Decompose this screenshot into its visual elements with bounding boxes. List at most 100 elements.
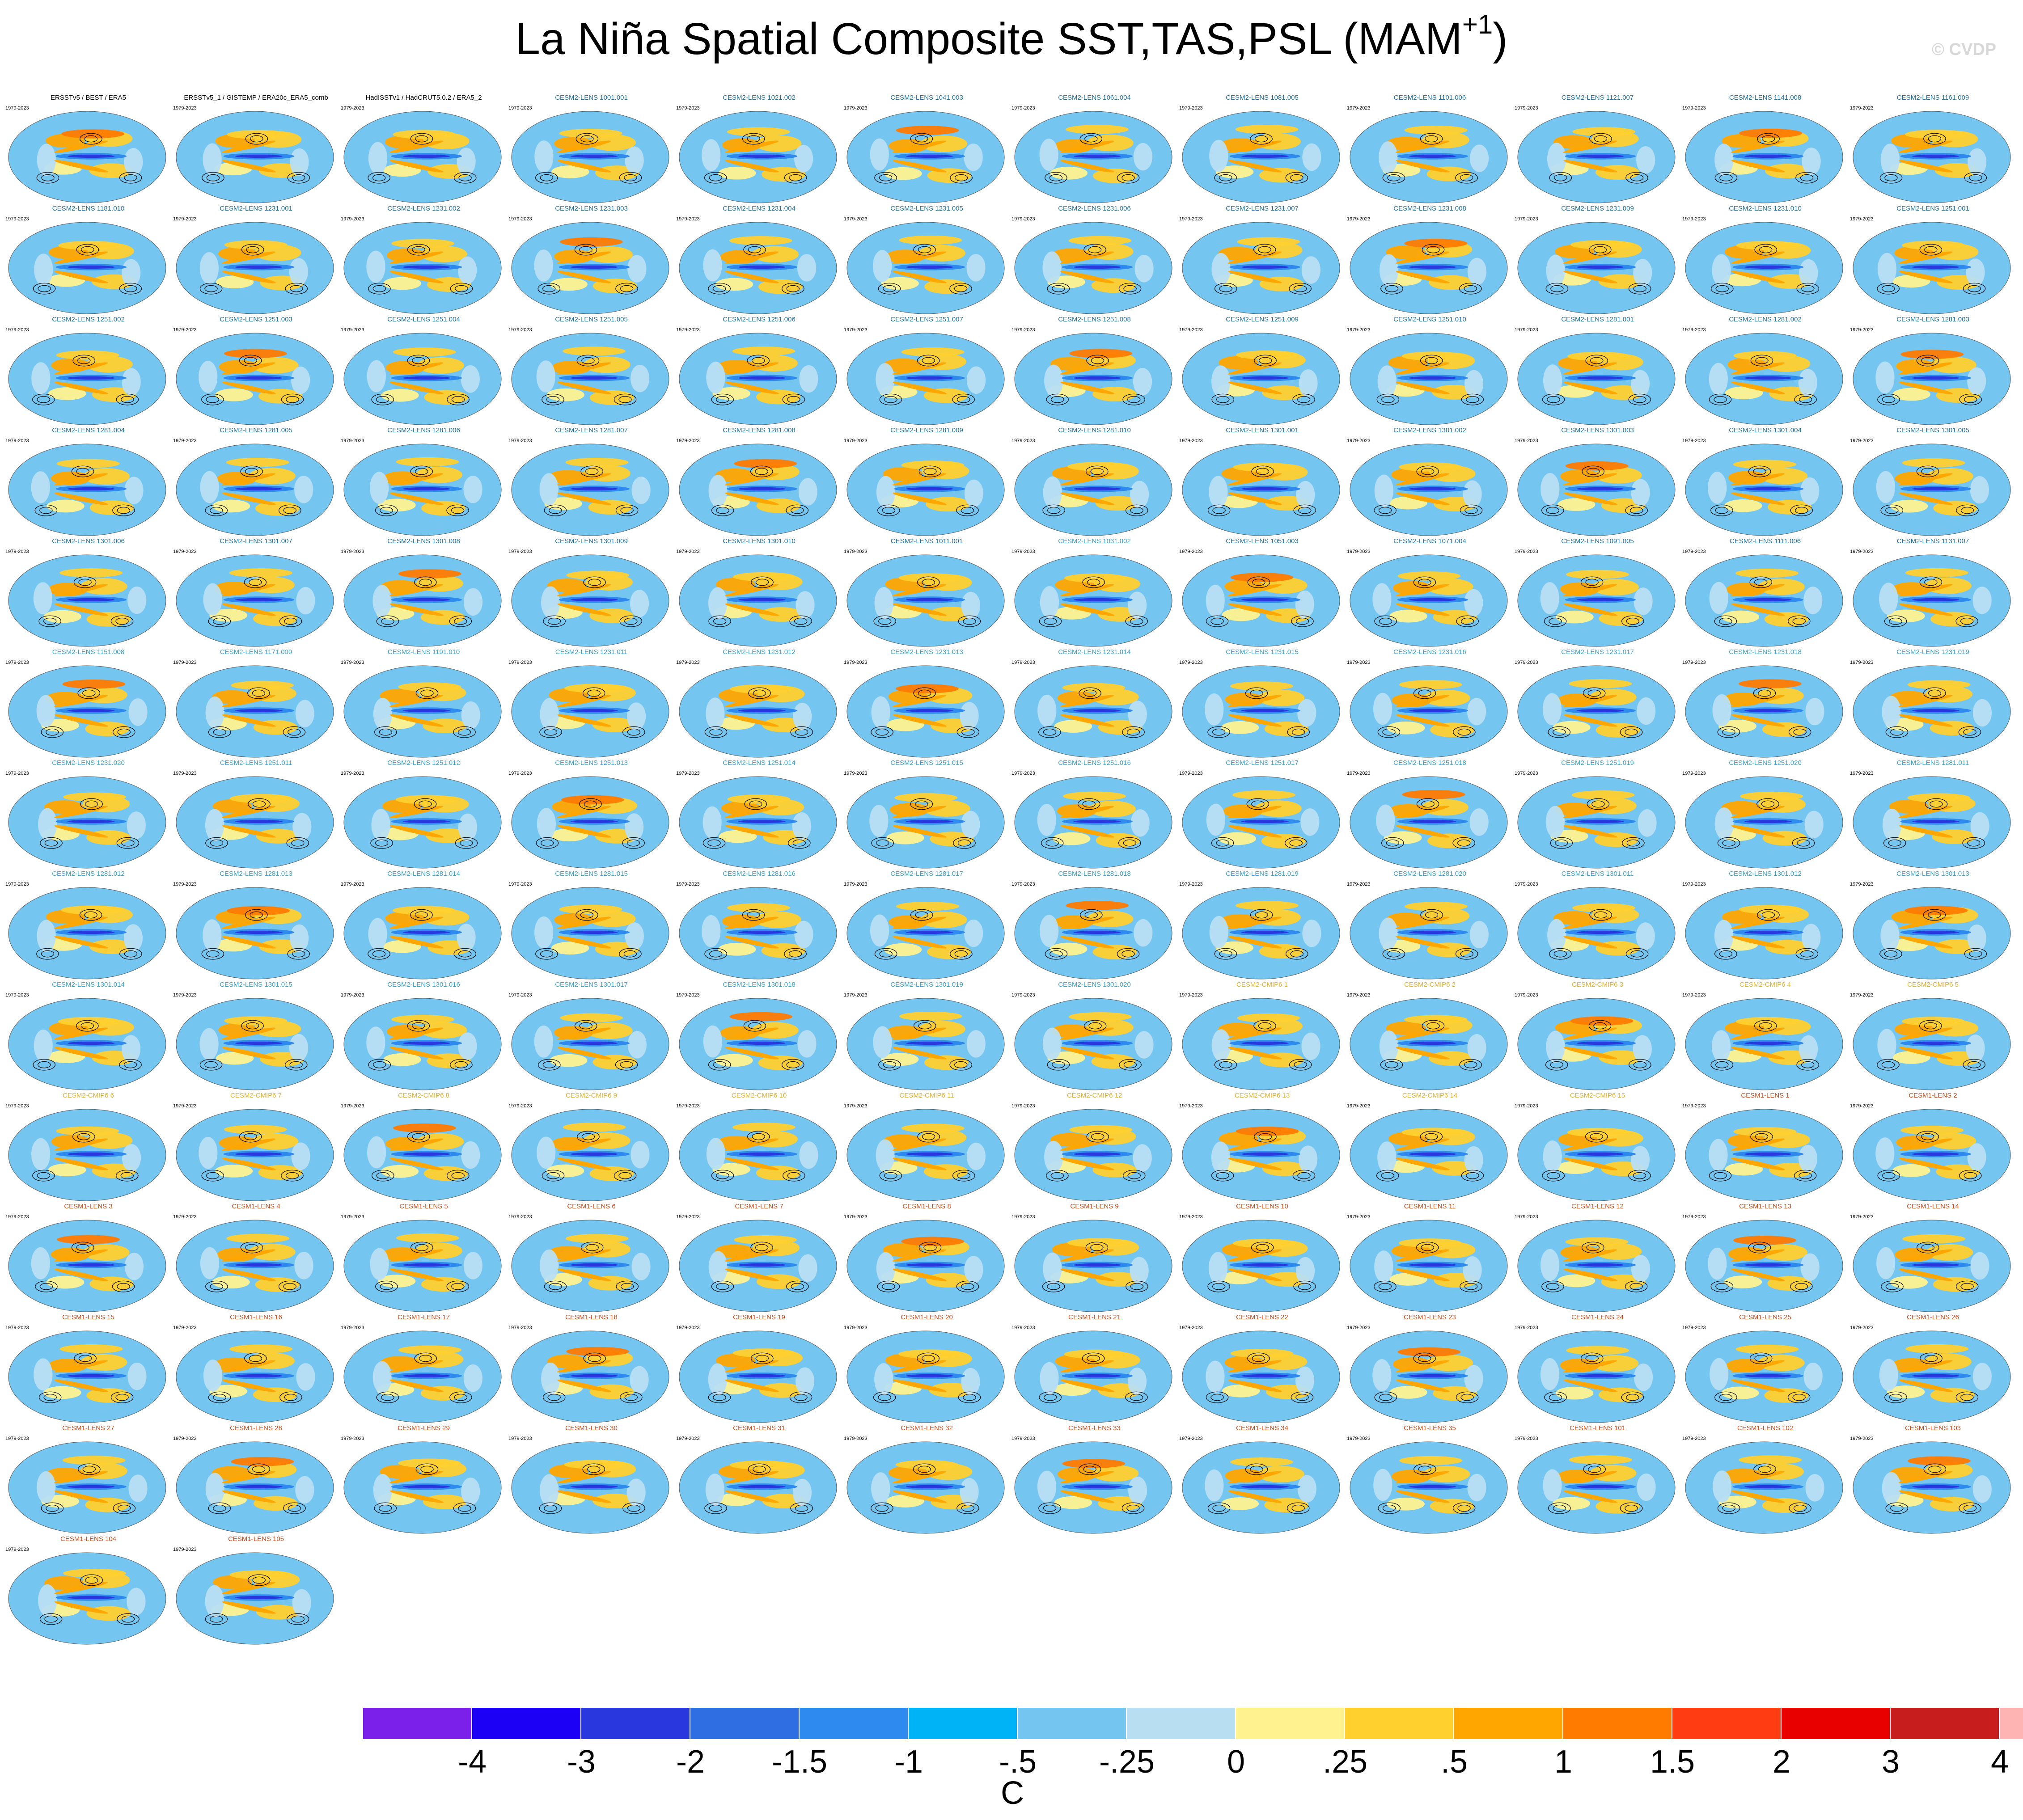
panel-title: CESM2-LENS 1301.018 [723,981,796,988]
panel-year-range: 1979-2023 [5,438,29,443]
map-panel: CESM2-LENS 1251.016 1979-2023 [1011,759,1178,871]
panel-map [679,887,837,980]
panel-year-range: 1979-2023 [173,549,197,554]
map-panel: CESM2-LENS 1281.008 1979-2023 [675,426,843,538]
panel-title: CESM2-LENS 1251.018 [1393,759,1466,767]
panel-title: CESM2-LENS 1231.005 [890,205,963,212]
panel-map [846,998,1005,1090]
map-panel: CESM2-LENS 1281.004 1979-2023 [4,426,172,538]
map-panel: CESM2-LENS 1301.018 1979-2023 [675,981,843,1093]
map-panel: CESM2-CMIP6 5 1979-2023 [1849,981,2017,1093]
panel-map [846,1109,1005,1201]
panel-map [1182,998,1340,1090]
map-panel: CESM2-LENS 1181.010 1979-2023 [4,205,172,317]
panel-year-range: 1979-2023 [173,1547,197,1552]
panel-map [846,665,1005,758]
panel-map [176,998,334,1090]
panel-year-range: 1979-2023 [173,1325,197,1330]
panel-year-range: 1979-2023 [5,992,29,998]
panel-year-range: 1979-2023 [341,438,364,443]
map-panel: CESM1-LENS 2 1979-2023 [1849,1092,2017,1203]
panel-year-range: 1979-2023 [341,660,364,665]
panel-title: CESM1-LENS 14 [1907,1203,1959,1210]
map-panel: CESM2-LENS 1061.004 1979-2023 [1011,94,1178,206]
panel-year-range: 1979-2023 [173,106,197,111]
panel-title: CESM2-LENS 1251.016 [1058,759,1131,767]
map-panel: CESM2-LENS 1301.019 1979-2023 [843,981,1011,1093]
map-panel: CESM2-LENS 1301.010 1979-2023 [675,537,843,649]
panel-year-range: 1979-2023 [1850,1103,1874,1109]
map-panel: CESM2-LENS 1281.014 1979-2023 [340,870,508,982]
panel-map [176,1220,334,1312]
colorbar-tick-label: 2 [1772,1744,1791,1780]
panel-title: CESM1-LENS 32 [901,1424,953,1432]
map-panel: CESM2-LENS 1251.005 1979-2023 [508,316,675,427]
panel-map [343,665,502,758]
panel-year-range: 1979-2023 [508,1325,532,1330]
panel-map [1853,1109,2011,1201]
panel-year-range: 1979-2023 [1515,882,1538,887]
panel-year-range: 1979-2023 [508,660,532,665]
panel-map [1853,776,2011,869]
map-panel: CESM1-LENS 7 1979-2023 [675,1203,843,1314]
map-panel: CESM1-LENS 34 1979-2023 [1178,1424,1346,1536]
panel-map [343,887,502,980]
panel-title: CESM2-LENS 1231.014 [1058,648,1131,656]
panel-map [8,1330,166,1423]
panel-title: CESM2-LENS 1301.015 [220,981,292,988]
panel-year-range: 1979-2023 [1347,1325,1371,1330]
panel-title: CESM2-LENS 1281.017 [890,870,963,878]
panel-map [1517,1330,1676,1423]
panel-title: CESM1-LENS 6 [567,1203,616,1210]
panel-map [1517,776,1676,869]
panel-year-range: 1979-2023 [1682,327,1706,333]
panel-map [1182,665,1340,758]
panel-map [1350,887,1508,980]
panel-title: CESM2-LENS 1301.020 [1058,981,1131,988]
panel-title: CESM2-LENS 1251.012 [387,759,460,767]
panel-map [8,998,166,1090]
panel-map [1685,554,1843,647]
panel-year-range: 1979-2023 [844,771,868,776]
panel-map [1853,333,2011,425]
panel-year-range: 1979-2023 [5,327,29,333]
panel-title: ERSSTv5 / BEST / ERA5 [51,94,126,101]
map-panel: CESM1-LENS 15 1979-2023 [4,1313,172,1425]
panel-year-range: 1979-2023 [844,660,868,665]
panel-map [1853,554,2011,647]
map-panel: CESM2-LENS 1251.015 1979-2023 [843,759,1011,871]
map-panel: CESM1-LENS 29 1979-2023 [340,1424,508,1536]
panel-map [1182,554,1340,647]
panel-title: CESM2-LENS 1171.009 [220,648,292,656]
map-panel: CESM2-CMIP6 3 1979-2023 [1514,981,1681,1093]
panel-title: CESM1-LENS 13 [1739,1203,1791,1210]
panel-map [511,1441,669,1534]
map-panel: CESM2-LENS 1251.006 1979-2023 [675,316,843,427]
panel-map [1014,333,1172,425]
panel-year-range: 1979-2023 [1179,1436,1203,1441]
panel-title: CESM2-LENS 1251.001 [1896,205,1969,212]
map-panel: CESM2-LENS 1041.003 1979-2023 [843,94,1011,206]
panel-map [1517,665,1676,758]
colorbar-box [472,1708,581,1739]
panel-year-range: 1979-2023 [1515,549,1538,554]
map-panel: CESM2-CMIP6 1 1979-2023 [1178,981,1346,1093]
map-panel: CESM2-LENS 1301.008 1979-2023 [340,537,508,649]
panel-title: CESM2-CMIP6 9 [565,1092,618,1099]
panel-title: CESM2-LENS 1251.004 [387,316,460,323]
colorbar-tick-label: 3 [1881,1744,1900,1780]
panel-title: CESM2-LENS 1301.010 [723,537,796,545]
panel-year-range: 1979-2023 [341,327,364,333]
panel-title: CESM1-LENS 20 [901,1313,953,1321]
panel-map [846,333,1005,425]
panel-title: CESM2-LENS 1301.008 [387,537,460,545]
panel-title: CESM2-LENS 1251.010 [1393,316,1466,323]
map-panel: CESM2-LENS 1301.002 1979-2023 [1346,426,1514,538]
panel-title: CESM2-LENS 1281.018 [1058,870,1131,878]
panel-map [846,887,1005,980]
panel-year-range: 1979-2023 [1179,1214,1203,1220]
panel-title: CESM2-LENS 1071.004 [1393,537,1466,545]
panel-map [343,776,502,869]
panel-map [343,998,502,1090]
panel-title: CESM2-LENS 1231.013 [890,648,963,656]
